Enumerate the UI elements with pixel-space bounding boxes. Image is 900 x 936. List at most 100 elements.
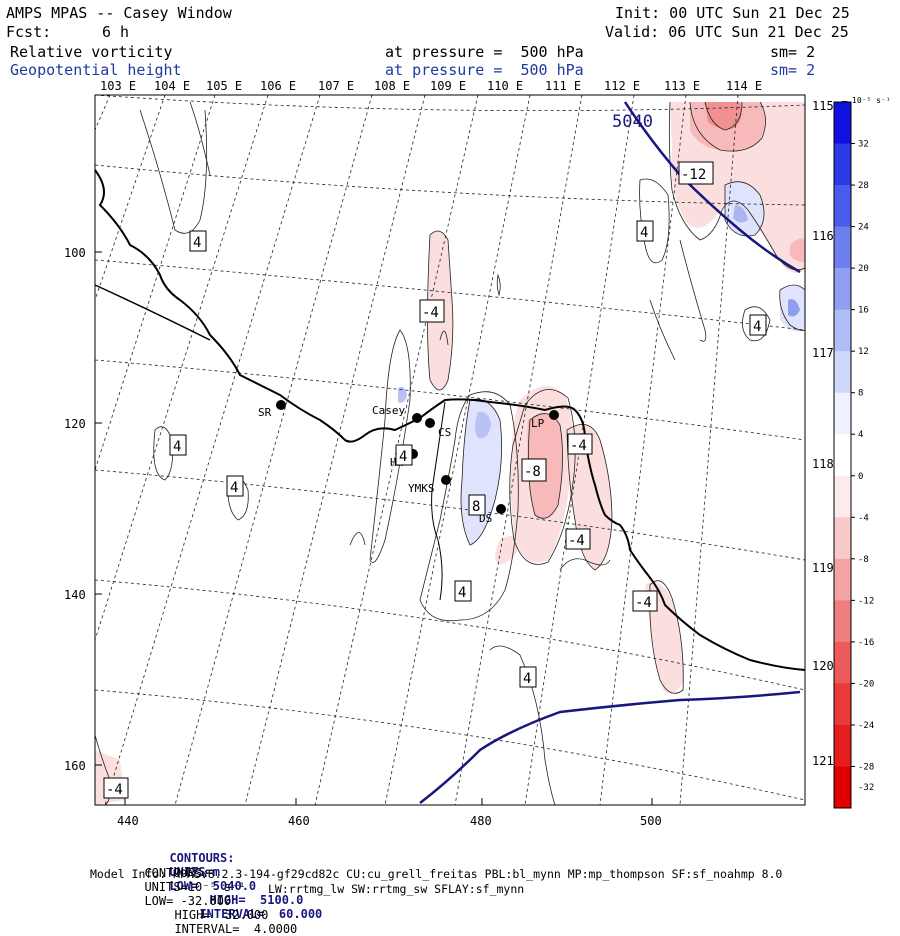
lat-lon-grid [94, 94, 806, 806]
contours-high: HIGH= 32.000 [174, 908, 269, 922]
colorbar-tick-label: 28 [858, 181, 869, 191]
contour-label: 4 [753, 319, 761, 335]
colorbar-tick-label: -4 [858, 513, 869, 523]
colorbar-swatch [834, 226, 851, 269]
station-label: YMKS [408, 482, 435, 495]
colorbar-tick-label: 16 [858, 306, 869, 316]
contour-label: 4 [523, 671, 531, 687]
coastline-west [94, 284, 211, 341]
colorbar-tick-label: 20 [858, 264, 869, 274]
vorticity-contours [94, 101, 806, 806]
colorbar-swatch [834, 600, 851, 643]
colorbar-swatch [834, 102, 851, 145]
model-title: AMPS MPAS -- Casey Window [6, 4, 232, 22]
x-axis-ticks: 440 460 480 500 [117, 814, 662, 828]
contours-label: CONTOURS: [169, 851, 235, 865]
colorbar-swatch [834, 268, 851, 311]
colorbar-frame [833, 101, 852, 809]
contour-label: 8 [472, 499, 480, 515]
x-tick-label: 460 [288, 814, 310, 828]
station-dot-lp[interactable] [549, 410, 559, 420]
colorbar-swatch [834, 517, 851, 560]
colorbar: 32 28 24 20 16 12 8 4 0 -4 -8 -12 -16 -20 -24 -28 -32 [833, 101, 874, 809]
longitude-labels-top: 103 E 104 E 105 E 106 E 107 E 108 E 109 … [100, 79, 762, 93]
contour-label: -12 [681, 167, 706, 183]
contour-label: 4 [458, 585, 466, 601]
forecast-hour: 6 h [102, 23, 130, 41]
height-contour-south [419, 690, 801, 804]
colorbar-swatch [834, 309, 851, 352]
lon-label: 110 E [487, 79, 523, 93]
contours-low: LOW= -32.000 [144, 894, 232, 908]
colorbar-tick-label: 24 [858, 223, 869, 233]
contour-label: 4 [399, 449, 407, 465]
lon-label: 107 E [318, 79, 354, 93]
lon-label: 112 E [604, 79, 640, 93]
lon-label: 106 E [260, 79, 296, 93]
lon-label: 103 E [100, 79, 136, 93]
x-tick-label: 440 [117, 814, 139, 828]
station-label: CS [438, 426, 451, 439]
colorbar-tick-label: 32 [858, 140, 869, 150]
colorbar-tick-label: -16 [858, 638, 874, 648]
colorbar-tick-label: -28 [858, 762, 874, 772]
colorbar-swatch [834, 683, 851, 726]
colorbar-tick-label: -20 [858, 679, 874, 689]
colorbar-tick-label: 8 [858, 389, 863, 399]
station-dot-sr[interactable] [276, 400, 286, 410]
lon-label: 114 E [726, 79, 762, 93]
lon-label: 105 E [206, 79, 242, 93]
field1-name: Relative vorticity [10, 43, 173, 61]
x-tick-label: 500 [640, 814, 662, 828]
lon-label: 108 E [374, 79, 410, 93]
y-tick-label: 120 [64, 417, 86, 431]
x-tick-label: 480 [470, 814, 492, 828]
field1-level: at pressure = 500 hPa [385, 43, 584, 61]
colorbar-swatch [834, 724, 851, 767]
colorbar-swatch [834, 475, 851, 518]
y-tick-label: 160 [64, 759, 86, 773]
colorbar-swatch [834, 185, 851, 228]
lon-label: 104 E [154, 79, 190, 93]
colorbar-units: 10⁻⁵ s⁻¹ [852, 96, 891, 105]
height-contour-label: 5040 [612, 112, 653, 132]
colorbar-swatch [834, 558, 851, 601]
colorbar-swatch [834, 434, 851, 477]
contours-units: UNITS=m [169, 865, 221, 879]
station-dot-ds[interactable] [496, 504, 506, 514]
station-label: SR [258, 406, 272, 419]
contours-units: UNITS=10⁻⁵ s⁻¹ [144, 880, 246, 894]
map-frame [94, 94, 806, 806]
valid-time: Valid: 06 UTC Sun 21 Dec 25 [605, 23, 849, 41]
station-dot-ymks[interactable] [441, 475, 451, 485]
colorbar-tick-label: -12 [858, 596, 874, 606]
contours-interval: INTERVAL= 4.0000 [174, 922, 298, 936]
contour-label: -4 [570, 438, 587, 454]
field2-name: Geopotential height [10, 61, 182, 79]
model-info-physics: LW:rrtmg_lw SW:rrtmg_sw SFLAY:sf_mynn [268, 882, 525, 896]
contours-low: LOW= 5040.0 [169, 879, 257, 893]
forecast-label: Fcst: [6, 23, 52, 41]
field1-smoothing: sm= 2 [770, 43, 816, 61]
contour-value-labels: 4 4 4 4 4 4 4 4 -4 -4 -4 -4 -4 -8 8 -12 [103, 161, 767, 799]
field2-smoothing: sm= 2 [770, 61, 816, 79]
station-label: LP [531, 417, 545, 430]
colorbar-tick-label: -8 [858, 555, 869, 565]
station-dot-casey[interactable] [412, 413, 422, 423]
y-axis-ticks: 100 120 140 160 [64, 246, 86, 773]
station-dot-cs[interactable] [425, 418, 435, 428]
axis-tick-marks [95, 251, 653, 805]
contour-label: 4 [173, 439, 181, 455]
contour-label: -8 [524, 464, 541, 480]
map-canvas: SR Casey CS HN YMKS DS LP 5040 4 4 4 4 4… [64, 79, 891, 828]
field2-level: at pressure = 500 hPa [385, 61, 584, 79]
contour-label: -4 [568, 533, 585, 549]
lon-label: 109 E [430, 79, 466, 93]
height-contour-5040-north [623, 101, 801, 274]
colorbar-tick-label: -32 [858, 783, 874, 793]
station-label: Casey [372, 404, 405, 417]
colorbar-swatch [834, 143, 851, 186]
colorbar-tick-label: 12 [858, 347, 869, 357]
colorbar-tick-label: 4 [858, 430, 863, 440]
ice-shelf-edge [431, 401, 446, 601]
